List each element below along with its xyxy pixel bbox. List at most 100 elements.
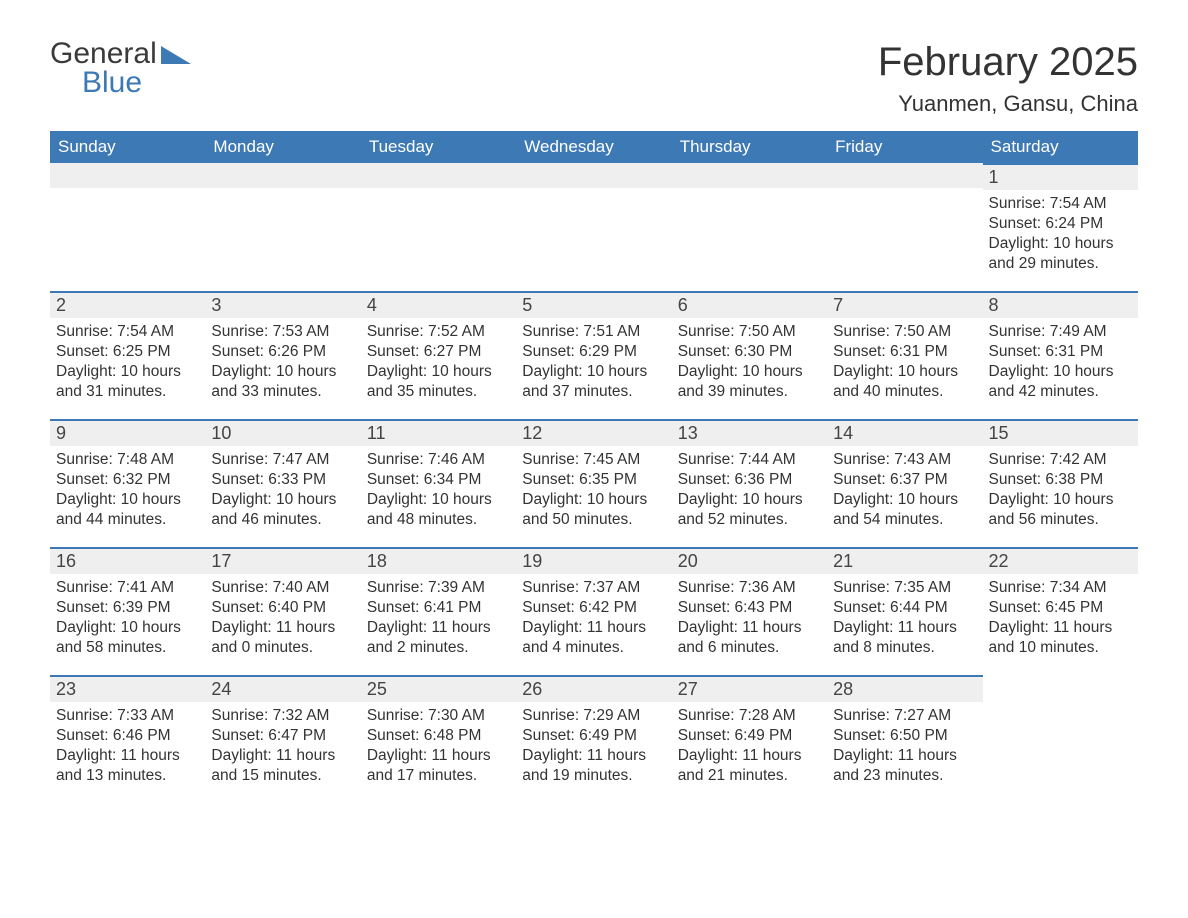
calendar-cell: 22Sunrise: 7:34 AMSunset: 6:45 PMDayligh… (983, 547, 1138, 675)
weekday-header: Wednesday (516, 131, 671, 163)
sunrise-text: Sunrise: 7:46 AM (367, 450, 510, 470)
sunset-text: Sunset: 6:31 PM (989, 342, 1132, 362)
day-number: 1 (983, 163, 1138, 190)
day-details: Sunrise: 7:28 AMSunset: 6:49 PMDaylight:… (672, 702, 827, 795)
day-number: 16 (50, 547, 205, 574)
sunset-text: Sunset: 6:35 PM (522, 470, 665, 490)
day-number: 25 (361, 675, 516, 702)
daylight-text: Daylight: 10 hours and 37 minutes. (522, 362, 665, 402)
day-number: 11 (361, 419, 516, 446)
brand-flag-icon (161, 46, 191, 64)
calendar-cell: 13Sunrise: 7:44 AMSunset: 6:36 PMDayligh… (672, 419, 827, 547)
day-details: Sunrise: 7:37 AMSunset: 6:42 PMDaylight:… (516, 574, 671, 667)
empty-day-header (516, 163, 671, 188)
day-details: Sunrise: 7:48 AMSunset: 6:32 PMDaylight:… (50, 446, 205, 539)
brand-word2: Blue (82, 69, 191, 98)
day-number: 5 (516, 291, 671, 318)
daylight-text: Daylight: 10 hours and 44 minutes. (56, 490, 199, 530)
day-details: Sunrise: 7:36 AMSunset: 6:43 PMDaylight:… (672, 574, 827, 667)
sunrise-text: Sunrise: 7:51 AM (522, 322, 665, 342)
page-header: General Blue February 2025 Yuanmen, Gans… (50, 40, 1138, 117)
day-number: 6 (672, 291, 827, 318)
sunset-text: Sunset: 6:49 PM (522, 726, 665, 746)
day-details: Sunrise: 7:42 AMSunset: 6:38 PMDaylight:… (983, 446, 1138, 539)
empty-day-header (50, 163, 205, 188)
day-number: 2 (50, 291, 205, 318)
sunset-text: Sunset: 6:32 PM (56, 470, 199, 490)
sunset-text: Sunset: 6:31 PM (833, 342, 976, 362)
day-number: 10 (205, 419, 360, 446)
calendar-cell (50, 163, 205, 291)
day-number: 26 (516, 675, 671, 702)
daylight-text: Daylight: 10 hours and 48 minutes. (367, 490, 510, 530)
day-details: Sunrise: 7:44 AMSunset: 6:36 PMDaylight:… (672, 446, 827, 539)
day-number: 4 (361, 291, 516, 318)
daylight-text: Daylight: 10 hours and 58 minutes. (56, 618, 199, 658)
day-details: Sunrise: 7:54 AMSunset: 6:25 PMDaylight:… (50, 318, 205, 411)
sunset-text: Sunset: 6:38 PM (989, 470, 1132, 490)
sunset-text: Sunset: 6:49 PM (678, 726, 821, 746)
day-number: 3 (205, 291, 360, 318)
sunset-text: Sunset: 6:46 PM (56, 726, 199, 746)
calendar-cell: 17 Sunrise: 7:40 AMSunset: 6:40 PMDayligh… (205, 547, 360, 675)
daylight-text: Daylight: 11 hours and 15 minutes. (211, 746, 354, 786)
day-details: Sunrise: 7:46 AMSunset: 6:34 PMDaylight:… (361, 446, 516, 539)
sunset-text: Sunset: 6:40 PM (211, 598, 354, 618)
calendar-cell (672, 163, 827, 291)
daylight-text: Daylight: 11 hours and 10 minutes. (989, 618, 1132, 658)
weekday-header: Saturday (983, 131, 1138, 163)
calendar-cell: 27Sunrise: 7:28 AMSunset: 6:49 PMDayligh… (672, 675, 827, 803)
sunrise-text: Sunrise: 7:30 AM (367, 706, 510, 726)
day-details: Sunrise: 7:47 AMSunset: 6:33 PMDaylight:… (205, 446, 360, 539)
calendar-cell (983, 675, 1138, 803)
calendar-cell: 20Sunrise: 7:36 AMSunset: 6:43 PMDayligh… (672, 547, 827, 675)
calendar-cell: 6Sunrise: 7:50 AMSunset: 6:30 PMDaylight… (672, 291, 827, 419)
empty-day-header (827, 163, 982, 188)
day-number: 27 (672, 675, 827, 702)
calendar-cell: 7Sunrise: 7:50 AMSunset: 6:31 PMDaylight… (827, 291, 982, 419)
calendar-cell (827, 163, 982, 291)
sunset-text: Sunset: 6:37 PM (833, 470, 976, 490)
day-number: 21 (827, 547, 982, 574)
sunrise-text: Sunrise: 7:40 AM (211, 578, 354, 598)
daylight-text: Daylight: 11 hours and 23 minutes. (833, 746, 976, 786)
day-details: Sunrise: 7:30 AMSunset: 6:48 PMDaylight:… (361, 702, 516, 795)
sunset-text: Sunset: 6:43 PM (678, 598, 821, 618)
day-number: 17 (205, 547, 360, 574)
day-details: Sunrise: 7:29 AMSunset: 6:49 PMDaylight:… (516, 702, 671, 795)
sunrise-text: Sunrise: 7:43 AM (833, 450, 976, 470)
sunrise-text: Sunrise: 7:33 AM (56, 706, 199, 726)
calendar-cell (205, 163, 360, 291)
day-details: Sunrise: 7:35 AMSunset: 6:44 PMDaylight:… (827, 574, 982, 667)
calendar-cell: 5Sunrise: 7:51 AMSunset: 6:29 PMDaylight… (516, 291, 671, 419)
calendar-cell: 28Sunrise: 7:27 AMSunset: 6:50 PMDayligh… (827, 675, 982, 803)
daylight-text: Daylight: 10 hours and 29 minutes. (989, 234, 1132, 274)
calendar-cell: 24Sunrise: 7:32 AMSunset: 6:47 PMDayligh… (205, 675, 360, 803)
daylight-text: Daylight: 11 hours and 6 minutes. (678, 618, 821, 658)
day-details: Sunrise: 7:49 AMSunset: 6:31 PMDaylight:… (983, 318, 1138, 411)
day-details: Sunrise: 7:34 AMSunset: 6:45 PMDaylight:… (983, 574, 1138, 667)
brand-text: General Blue (50, 40, 191, 97)
sunrise-text: Sunrise: 7:27 AM (833, 706, 976, 726)
day-details: Sunrise: 7:41 AMSunset: 6:39 PMDaylight:… (50, 574, 205, 667)
day-number: 18 (361, 547, 516, 574)
calendar-cell: 21Sunrise: 7:35 AMSunset: 6:44 PMDayligh… (827, 547, 982, 675)
sunset-text: Sunset: 6:27 PM (367, 342, 510, 362)
daylight-text: Daylight: 11 hours and 19 minutes. (522, 746, 665, 786)
day-number: 22 (983, 547, 1138, 574)
day-details: Sunrise: 7:52 AMSunset: 6:27 PMDaylight:… (361, 318, 516, 411)
weekday-header: Monday (205, 131, 360, 163)
calendar-body: 1Sunrise: 7:54 AMSunset: 6:24 PMDaylight… (50, 163, 1138, 803)
weekday-header: Thursday (672, 131, 827, 163)
daylight-text: Daylight: 10 hours and 46 minutes. (211, 490, 354, 530)
daylight-text: Daylight: 10 hours and 54 minutes. (833, 490, 976, 530)
sunrise-text: Sunrise: 7:42 AM (989, 450, 1132, 470)
day-number: 14 (827, 419, 982, 446)
daylight-text: Daylight: 11 hours and 0 minutes. (211, 618, 354, 658)
calendar-table: SundayMondayTuesdayWednesdayThursdayFrid… (50, 131, 1138, 803)
calendar-cell (361, 163, 516, 291)
daylight-text: Daylight: 11 hours and 17 minutes. (367, 746, 510, 786)
calendar-week-row: 9Sunrise: 7:48 AMSunset: 6:32 PMDaylight… (50, 419, 1138, 547)
daylight-text: Daylight: 10 hours and 56 minutes. (989, 490, 1132, 530)
calendar-cell: 23Sunrise: 7:33 AMSunset: 6:46 PMDayligh… (50, 675, 205, 803)
